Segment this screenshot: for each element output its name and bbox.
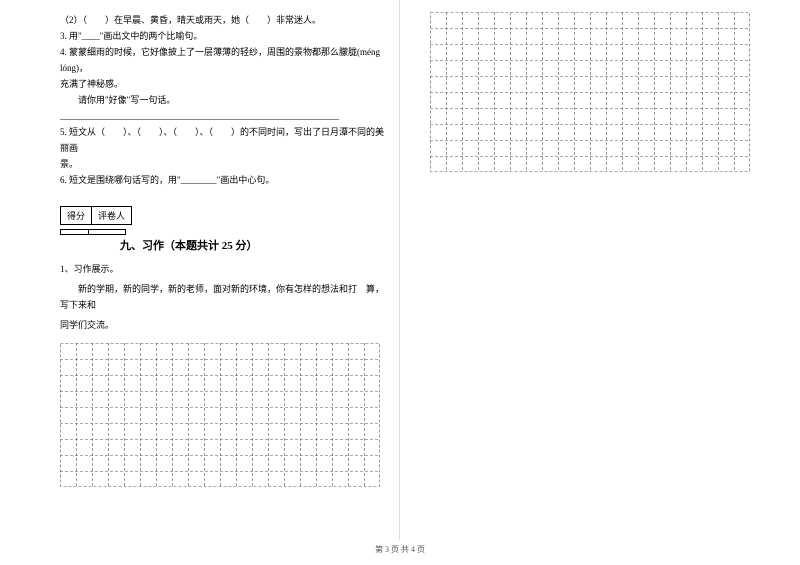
score-label: 得分 bbox=[61, 207, 92, 224]
question-2: （2）（ ）在早晨、黄昏，晴天或雨天，她（ ）非常迷人。 bbox=[60, 12, 389, 28]
writing-grid-right bbox=[430, 12, 750, 172]
answer-line: ________________________________________… bbox=[60, 108, 389, 124]
question-5b: 景。 bbox=[60, 156, 389, 172]
score-table-row2 bbox=[60, 229, 389, 235]
section-nine-title: 九、习作（本题共计 25 分） bbox=[120, 237, 389, 253]
essay-heading: 1、习作展示。 bbox=[60, 261, 389, 277]
question-4b: 充满了神秘感。 bbox=[60, 76, 389, 92]
question-4a: 4. 蒙蒙细雨的时候，它好像披上了一层薄薄的轻纱，周围的景物都那么朦胧(méng… bbox=[60, 44, 389, 76]
essay-prompt-2: 同学们交流。 bbox=[60, 317, 389, 333]
question-6: 6. 短文是围绕哪句话写的，用"________"画出中心句。 bbox=[60, 172, 389, 188]
score-cell-empty bbox=[61, 230, 89, 234]
score-table: 得分 评卷人 bbox=[60, 206, 132, 225]
essay-prompt-1: 新的学期，新的同学，新的老师，面对新的环境，你有怎样的想法和打 算，写下来和 bbox=[60, 281, 389, 313]
left-column: （2）（ ）在早晨、黄昏，晴天或雨天，她（ ）非常迷人。 3. 用"____"画… bbox=[0, 0, 400, 540]
writing-grid-left bbox=[60, 343, 380, 487]
page-footer: 第 3 页 共 4 页 bbox=[0, 540, 800, 555]
right-column bbox=[400, 0, 800, 540]
question-3: 3. 用"____"画出文中的两个比喻句。 bbox=[60, 28, 389, 44]
grader-cell-empty bbox=[89, 230, 125, 234]
page-columns: （2）（ ）在早晨、黄昏，晴天或雨天，她（ ）非常迷人。 3. 用"____"画… bbox=[0, 0, 800, 540]
grader-label: 评卷人 bbox=[92, 207, 131, 224]
question-5a: 5. 短文从（ ）、（ ）、（ ）、（ ）的不同时间，写出了日月潭不同的美丽画 bbox=[60, 124, 389, 156]
question-4c: 请你用"好像"写一句话。 bbox=[60, 92, 389, 108]
